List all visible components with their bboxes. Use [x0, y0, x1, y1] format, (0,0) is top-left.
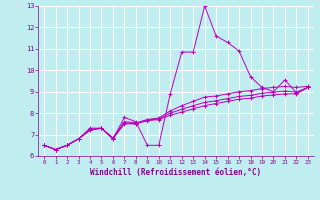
- X-axis label: Windchill (Refroidissement éolien,°C): Windchill (Refroidissement éolien,°C): [91, 168, 261, 177]
